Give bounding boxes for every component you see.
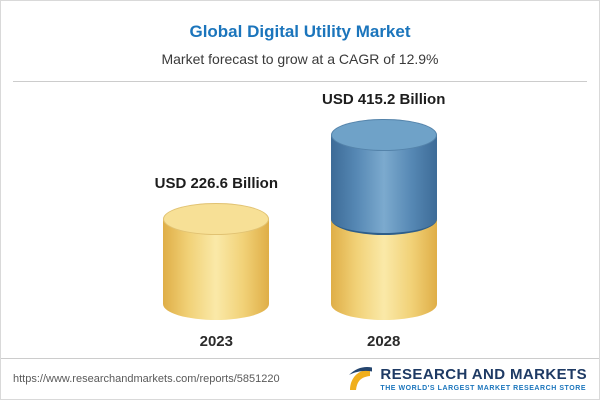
- bar-column-2028: USD 415.2 Billion 2028: [322, 91, 445, 350]
- logo-icon: [349, 367, 373, 390]
- cylinder-2023-top-cap: [163, 203, 270, 235]
- footer: https://www.researchandmarkets.com/repor…: [1, 358, 599, 399]
- header-divider: [13, 81, 587, 82]
- cylinder-2028-growth-segment: [330, 119, 437, 235]
- report-url: https://www.researchandmarkets.com/repor…: [13, 373, 280, 385]
- cylinder-bar-chart: USD 226.6 Billion 2023 USD 415.2 Billion…: [1, 82, 599, 358]
- year-label-2028: 2028: [367, 333, 401, 350]
- brand-tagline: THE WORLD'S LARGEST MARKET RESEARCH STOR…: [380, 384, 587, 392]
- cylinder-2023: [163, 203, 270, 320]
- bar-column-2023: USD 226.6 Billion 2023: [155, 175, 278, 350]
- chart-title: Global Digital Utility Market: [189, 22, 411, 41]
- chart-subtitle: Market forecast to grow at a CAGR of 12.…: [161, 51, 439, 67]
- logo-text: RESEARCH AND MARKETS THE WORLD'S LARGEST…: [380, 367, 587, 392]
- year-label-2023: 2023: [199, 333, 233, 350]
- value-label-2028: USD 415.2 Billion: [322, 91, 446, 108]
- cylinder-2023-body: [163, 203, 270, 320]
- cylinder-2028-segment-seam: [330, 203, 437, 235]
- cylinder-2028-base-segment: [330, 219, 437, 320]
- research-and-markets-logo: RESEARCH AND MARKETS THE WORLD'S LARGEST…: [346, 366, 587, 392]
- cylinder-2028: [330, 119, 437, 320]
- cylinder-2028-top-cap: [330, 119, 437, 151]
- brand-name: RESEARCH AND MARKETS: [380, 365, 587, 383]
- value-label-2023: USD 226.6 Billion: [154, 175, 278, 192]
- chart-header: Global Digital Utility Market Market for…: [1, 1, 599, 82]
